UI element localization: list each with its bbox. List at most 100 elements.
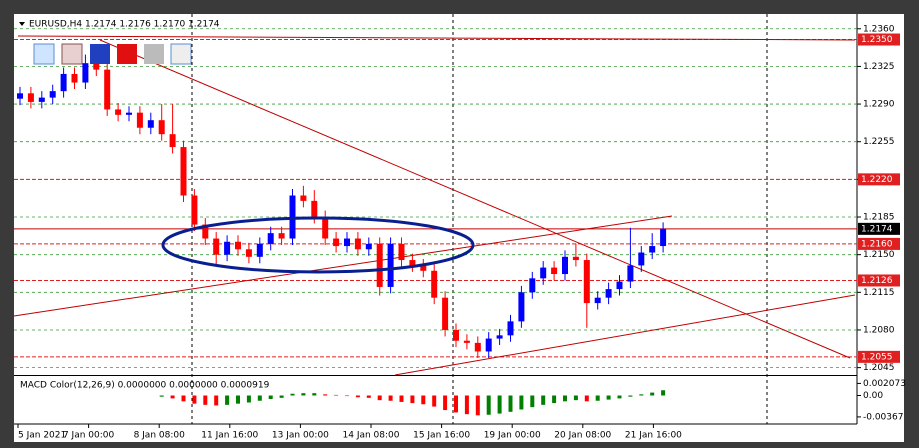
y-tick-label: 1.2080 [863,325,895,335]
macd-bar [508,395,513,412]
macd-bar [628,395,633,397]
menu-arrow[interactable] [19,22,25,26]
macd-bar [290,393,295,396]
candle-body [71,73,78,83]
tool-icon[interactable] [117,44,137,64]
level-label: 1.2126 [861,276,893,286]
macd-y-tick-label: -0.00367 [863,412,903,422]
macd-y-tick-label: 0.00 [863,391,883,401]
y-tick-label: 1.2325 [863,62,895,72]
candle-body [638,252,645,266]
macd-bar [345,395,349,397]
candle-body [235,241,241,250]
candle-body [267,233,274,244]
candle-body [409,260,416,266]
level-label: 1.2350 [861,35,893,45]
macd-bar [355,395,360,398]
y-tick-label: 1.2045 [863,363,895,373]
macd-panel [159,390,666,416]
trendline [99,39,851,359]
y-tick-label: 1.2290 [863,100,895,110]
y-tick-label: 1.2360 [863,24,895,34]
tool-icon[interactable] [61,43,83,65]
candle-body [136,112,143,128]
candle-body [453,329,459,341]
toolbar [33,43,192,65]
macd-bar [497,395,502,414]
macd-bar [421,395,426,405]
candle-body [202,224,209,239]
macd-bar [541,395,546,405]
candle-body [115,109,122,115]
macd-bar [181,395,186,402]
candle-body [278,233,285,239]
candle-body [583,260,590,304]
candle-body [344,238,350,247]
candle-body [474,342,481,352]
level-tag [858,173,900,186]
x-tick-label: 8 Jan 08:00 [134,431,186,441]
macd-bar [268,395,273,399]
x-tick-label: 14 Jan 08:00 [343,431,400,441]
macd-bar [443,395,448,411]
macd-bar [475,395,480,416]
candle-body [224,241,231,255]
candle-body [256,243,263,257]
candle-body [496,335,503,339]
candle-body [398,243,405,261]
candle-body [616,281,623,290]
candle-body [660,228,667,247]
candle-body [191,195,198,225]
macd-bar [312,393,317,396]
candle-body [605,289,612,298]
candle-body [431,270,438,298]
candle-body [169,134,176,148]
macd-label: MACD Color(12,26,9) 0.0000000 0.0000000 … [20,381,270,391]
candle-body [627,265,634,282]
macd-bar [159,395,164,397]
y-tick-label: 1.2115 [863,288,895,298]
y-tick-label: 1.2150 [863,250,895,260]
level-tag [858,222,900,235]
macd-bar [552,395,557,404]
candle-body [93,63,100,70]
chart-title: EURUSD,H4 1.2174 1.2176 1.2170 1.2174 [29,20,220,30]
macd-bar [214,395,219,406]
y-tick-label: 1.2255 [863,137,895,147]
candle-body [158,120,165,135]
candle-body [126,112,132,115]
level-label: 1.2220 [861,175,893,185]
tool-icon[interactable] [90,44,110,64]
tool-icon[interactable] [170,43,192,65]
trendline [13,215,673,317]
tool-icon[interactable] [144,44,164,64]
macd-bar [563,395,567,402]
candle-body [147,120,154,128]
level-label: 1.2174 [861,224,893,234]
level-tag [858,33,900,46]
candle-body [387,243,394,287]
candle-body [507,321,514,336]
macd-bar [595,395,600,401]
macd-bar [486,395,491,415]
candle-body [245,249,252,257]
chart-background [14,14,904,442]
candle-body [420,265,427,271]
macd-bar [225,395,230,405]
candles [17,54,667,358]
candle-body [104,69,111,110]
macd-bar [661,390,666,396]
x-tick-label: 7 Jan 00:00 [63,431,115,441]
macd-bar [584,395,589,402]
x-tick-label: 20 Jan 08:00 [554,431,611,441]
candle-body [463,340,470,343]
macd-bar [192,395,197,404]
candle-body [649,246,656,253]
candle-body [376,243,383,287]
macd-bar [366,395,371,398]
level-tag [858,274,900,287]
macd-bar [606,395,611,400]
macd-bar [334,394,339,396]
tool-icon[interactable] [33,43,55,65]
